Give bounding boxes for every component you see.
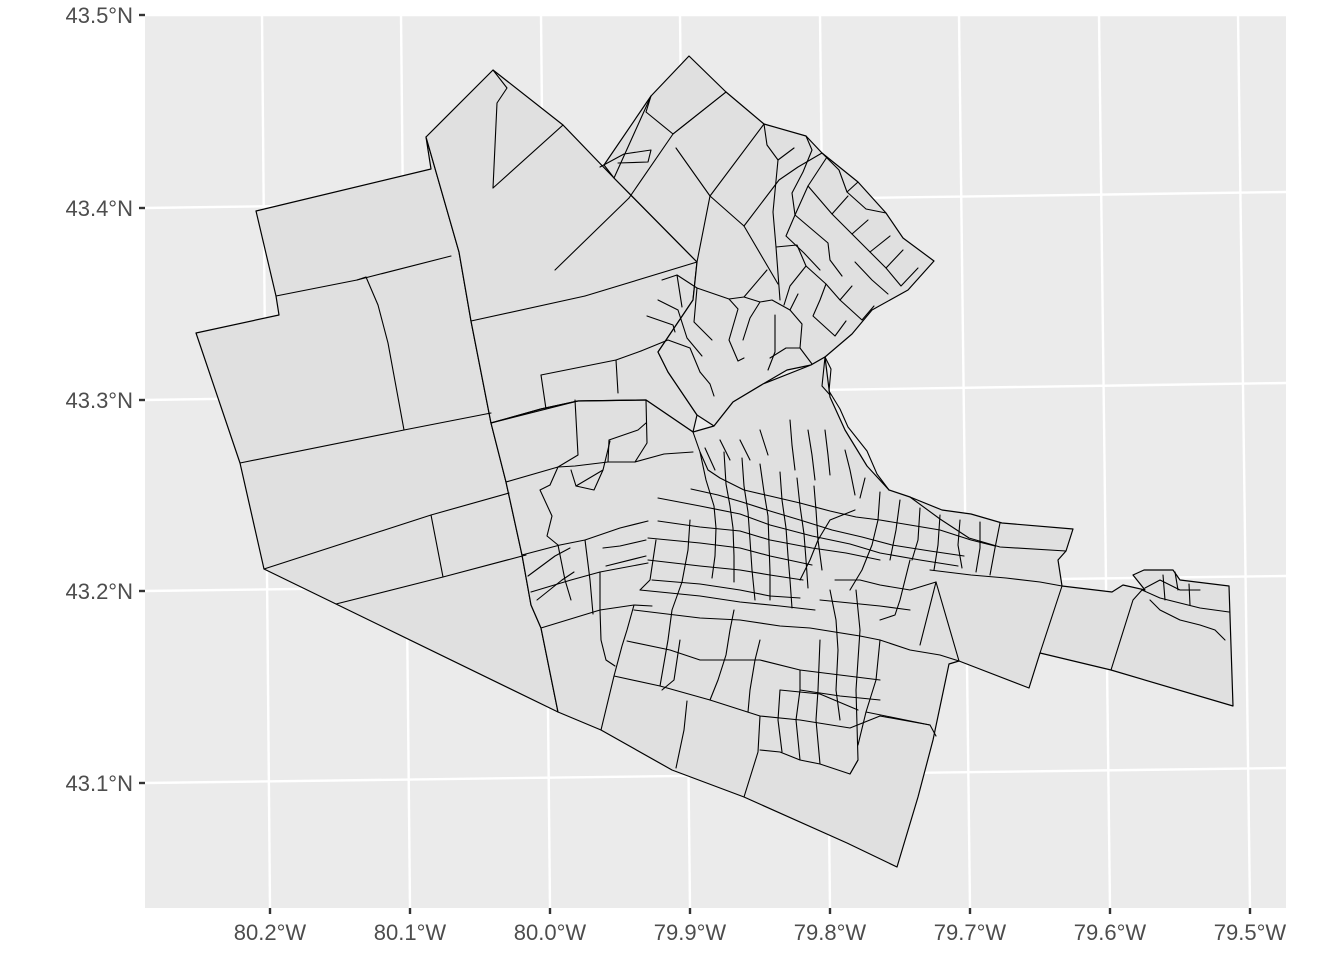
census-regions	[195, 55, 1234, 868]
gridline-lon-79-6	[1097, 14, 1112, 909]
gridline-lon-79-5	[1236, 14, 1252, 909]
x-tick-label: 79.6°W	[1074, 920, 1147, 945]
x-tick-label: 80.0°W	[514, 920, 587, 945]
x-tick-label: 79.9°W	[654, 920, 727, 945]
y-tick-label: 43.2°N	[65, 579, 133, 604]
gridline-lon-79-7	[957, 14, 972, 909]
x-tick-label: 79.7°W	[934, 920, 1007, 945]
region-boundaries	[239, 69, 1230, 798]
y-tick-label: 43.3°N	[65, 388, 133, 413]
x-tick-label: 79.5°W	[1214, 920, 1287, 945]
x-tick-label: 79.8°W	[794, 920, 867, 945]
y-axis: 43.5°N 43.4°N 43.3°N 43.2°N 43.1°N	[65, 3, 145, 796]
y-tick-label: 43.1°N	[65, 771, 133, 796]
x-tick-label: 80.2°W	[234, 920, 307, 945]
region-north	[603, 55, 935, 427]
y-tick-label: 43.5°N	[65, 3, 133, 28]
x-axis: 80.2°W 80.1°W 80.0°W 79.9°W 79.8°W 79.7°…	[234, 908, 1287, 945]
x-tick-label: 80.1°W	[374, 920, 447, 945]
y-tick-label: 43.4°N	[65, 196, 133, 221]
